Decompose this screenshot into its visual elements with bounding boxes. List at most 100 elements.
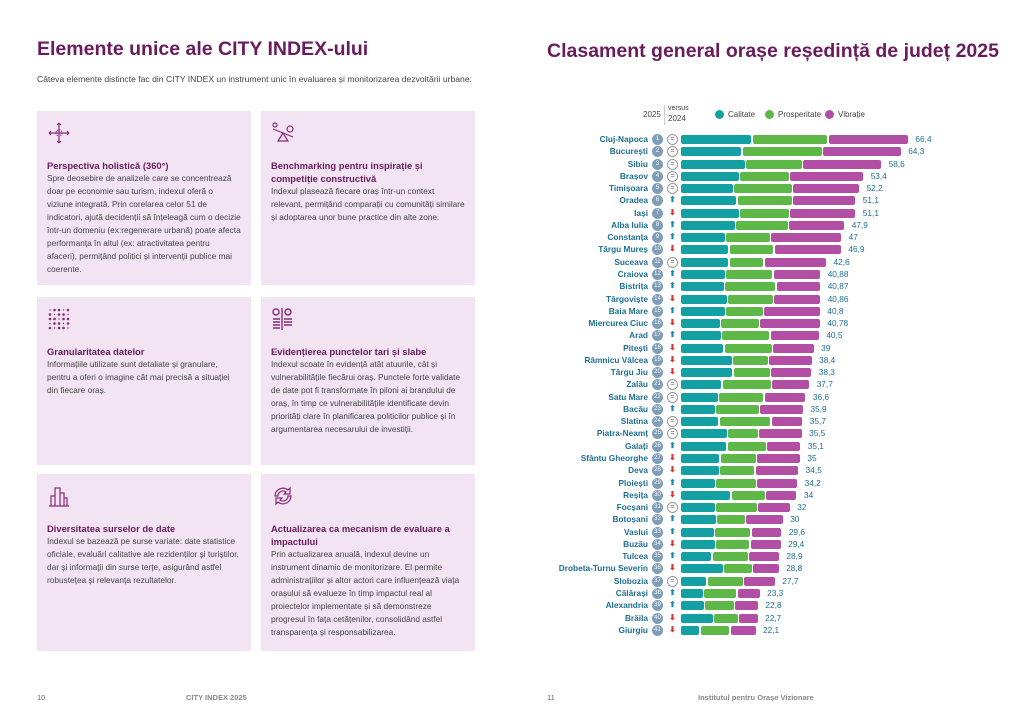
change-eq-icon: = [667, 575, 678, 587]
col-2025: 2025 [643, 110, 661, 119]
bar-prosperitate [716, 503, 757, 513]
page-number-right: 11 [547, 693, 555, 702]
chart-row: Sfântu Gheorghe 27 ⬇ 35 [560, 453, 1000, 465]
value-label: 38,3 [818, 367, 835, 378]
bar-prosperitate [731, 490, 765, 500]
chart-row: Baia Mare 15 ⬆ 40,8 [560, 305, 1000, 317]
change-up-icon: ⬆ [669, 268, 676, 278]
value-label: 35,9 [810, 403, 827, 414]
rank-badge: 11 [652, 256, 663, 268]
rank-badge: 9 [652, 232, 663, 244]
buildings-icon [47, 484, 71, 508]
value-label: 37,7 [816, 379, 833, 390]
bar-vibrație [750, 539, 781, 549]
change-eq-icon: = [667, 428, 678, 440]
rank-badge: 1 [652, 134, 663, 145]
value-label: 58,6 [888, 158, 905, 169]
change-eq-icon: = [667, 183, 678, 195]
bar-calitate [681, 417, 719, 427]
chart-row: Arad 17 ⬆ 40,5 [560, 330, 1000, 342]
chart-row: București 2 = 64,3 [560, 146, 1000, 158]
chart-row: Timișoara 5 = 52,2 [560, 183, 1000, 195]
value-label: 35,5 [809, 428, 826, 439]
bar-vibrație [823, 147, 901, 157]
rank-badge: 32 [652, 514, 663, 526]
legend-label: Vibrație [838, 110, 865, 119]
value-label: 22,7 [765, 612, 782, 623]
bar-calitate [681, 601, 704, 611]
value-label: 40,5 [826, 330, 843, 341]
value-label: 53,4 [870, 170, 887, 181]
bar-vibrație [803, 159, 882, 169]
chart-row: Slatina 24 = 35,7 [560, 416, 1000, 428]
rank-badge: 35 [652, 551, 663, 563]
bar-prosperitate [716, 478, 756, 488]
value-label: 29,6 [788, 526, 805, 537]
bar-prosperitate [746, 159, 802, 169]
rank-badge: 40 [652, 612, 663, 624]
change-down-icon: ⬇ [669, 612, 676, 622]
rank-badge: 10 [652, 244, 663, 256]
bar-calitate [681, 306, 725, 316]
city-label: Craiova [617, 268, 648, 279]
bar-calitate [681, 380, 722, 390]
bar-prosperitate [715, 527, 750, 537]
bar-vibrație [771, 233, 842, 243]
change-eq-icon: = [667, 391, 678, 403]
bar-vibrație [772, 380, 810, 390]
city-label: Constanța [607, 232, 648, 243]
intro-text: Câteva elemente distincte fac din CITY I… [37, 74, 472, 84]
bar-vibrație [790, 171, 864, 181]
value-label: 40,8 [827, 305, 844, 316]
value-label: 36,6 [812, 391, 830, 402]
bar-calitate [681, 515, 716, 525]
bar-calitate [681, 564, 723, 574]
col-versus: versus [668, 105, 689, 112]
feature-card: Granularitatea datelor Informațiile utili… [37, 297, 251, 465]
bar-calitate [681, 539, 715, 549]
city-label: Ploiești [618, 477, 648, 488]
change-up-icon: ⬆ [669, 305, 676, 315]
bar-vibrație [764, 306, 820, 316]
bar-calitate [681, 147, 742, 157]
chart-row: Zalău 21 = 37,7 [560, 379, 1000, 391]
bar-vibrație [776, 282, 821, 292]
chart-row: Bacău 23 ⬆ 35,9 [560, 403, 1000, 415]
bar-prosperitate [729, 245, 774, 255]
city-label: Focșani [616, 502, 648, 513]
bar-prosperitate [722, 331, 770, 341]
bar-vibrație [767, 441, 801, 451]
chart-row: Brașov 4 = 53,4 [560, 170, 1000, 182]
bar-vibrație [739, 613, 758, 623]
card-text: Indexul plasează fiecare oraș într-un co… [271, 186, 465, 222]
bar-vibrație [744, 576, 775, 586]
bar-calitate [681, 478, 715, 488]
bar-vibrație [774, 294, 821, 304]
city-label: Slobozia [613, 575, 648, 586]
bar-prosperitate [727, 441, 766, 451]
bar-prosperitate [734, 184, 792, 194]
feature-card: Diversitatea surselor de date Indexul se … [37, 474, 251, 651]
city-label: Galați [624, 440, 648, 451]
bar-prosperitate [729, 257, 764, 267]
bar-prosperitate [700, 625, 730, 635]
rank-badge: 17 [652, 330, 663, 342]
city-label: Piatra-Neamț [596, 428, 648, 439]
rank-badge: 14 [652, 293, 663, 305]
rank-badge: 19 [652, 354, 663, 366]
card-text: Informațiile utilizate sunt detaliate și… [47, 359, 230, 395]
bar-prosperitate [707, 576, 743, 586]
bar-prosperitate [752, 135, 828, 144]
chart-row: Târgoviște 14 ⬇ 40,86 [560, 293, 1000, 305]
value-label: 35,1 [807, 440, 824, 451]
city-label: Arad [629, 330, 648, 341]
bar-vibrație [766, 490, 797, 500]
bar-calitate [681, 466, 719, 476]
footer-right: Institutul pentru Orașe Vizionare [698, 693, 814, 702]
bar-calitate [681, 220, 735, 230]
change-down-icon: ⬇ [669, 453, 676, 463]
bar-calitate [681, 171, 739, 181]
bar-prosperitate [712, 552, 748, 562]
bar-calitate [681, 368, 733, 378]
bar-prosperitate [733, 355, 768, 365]
